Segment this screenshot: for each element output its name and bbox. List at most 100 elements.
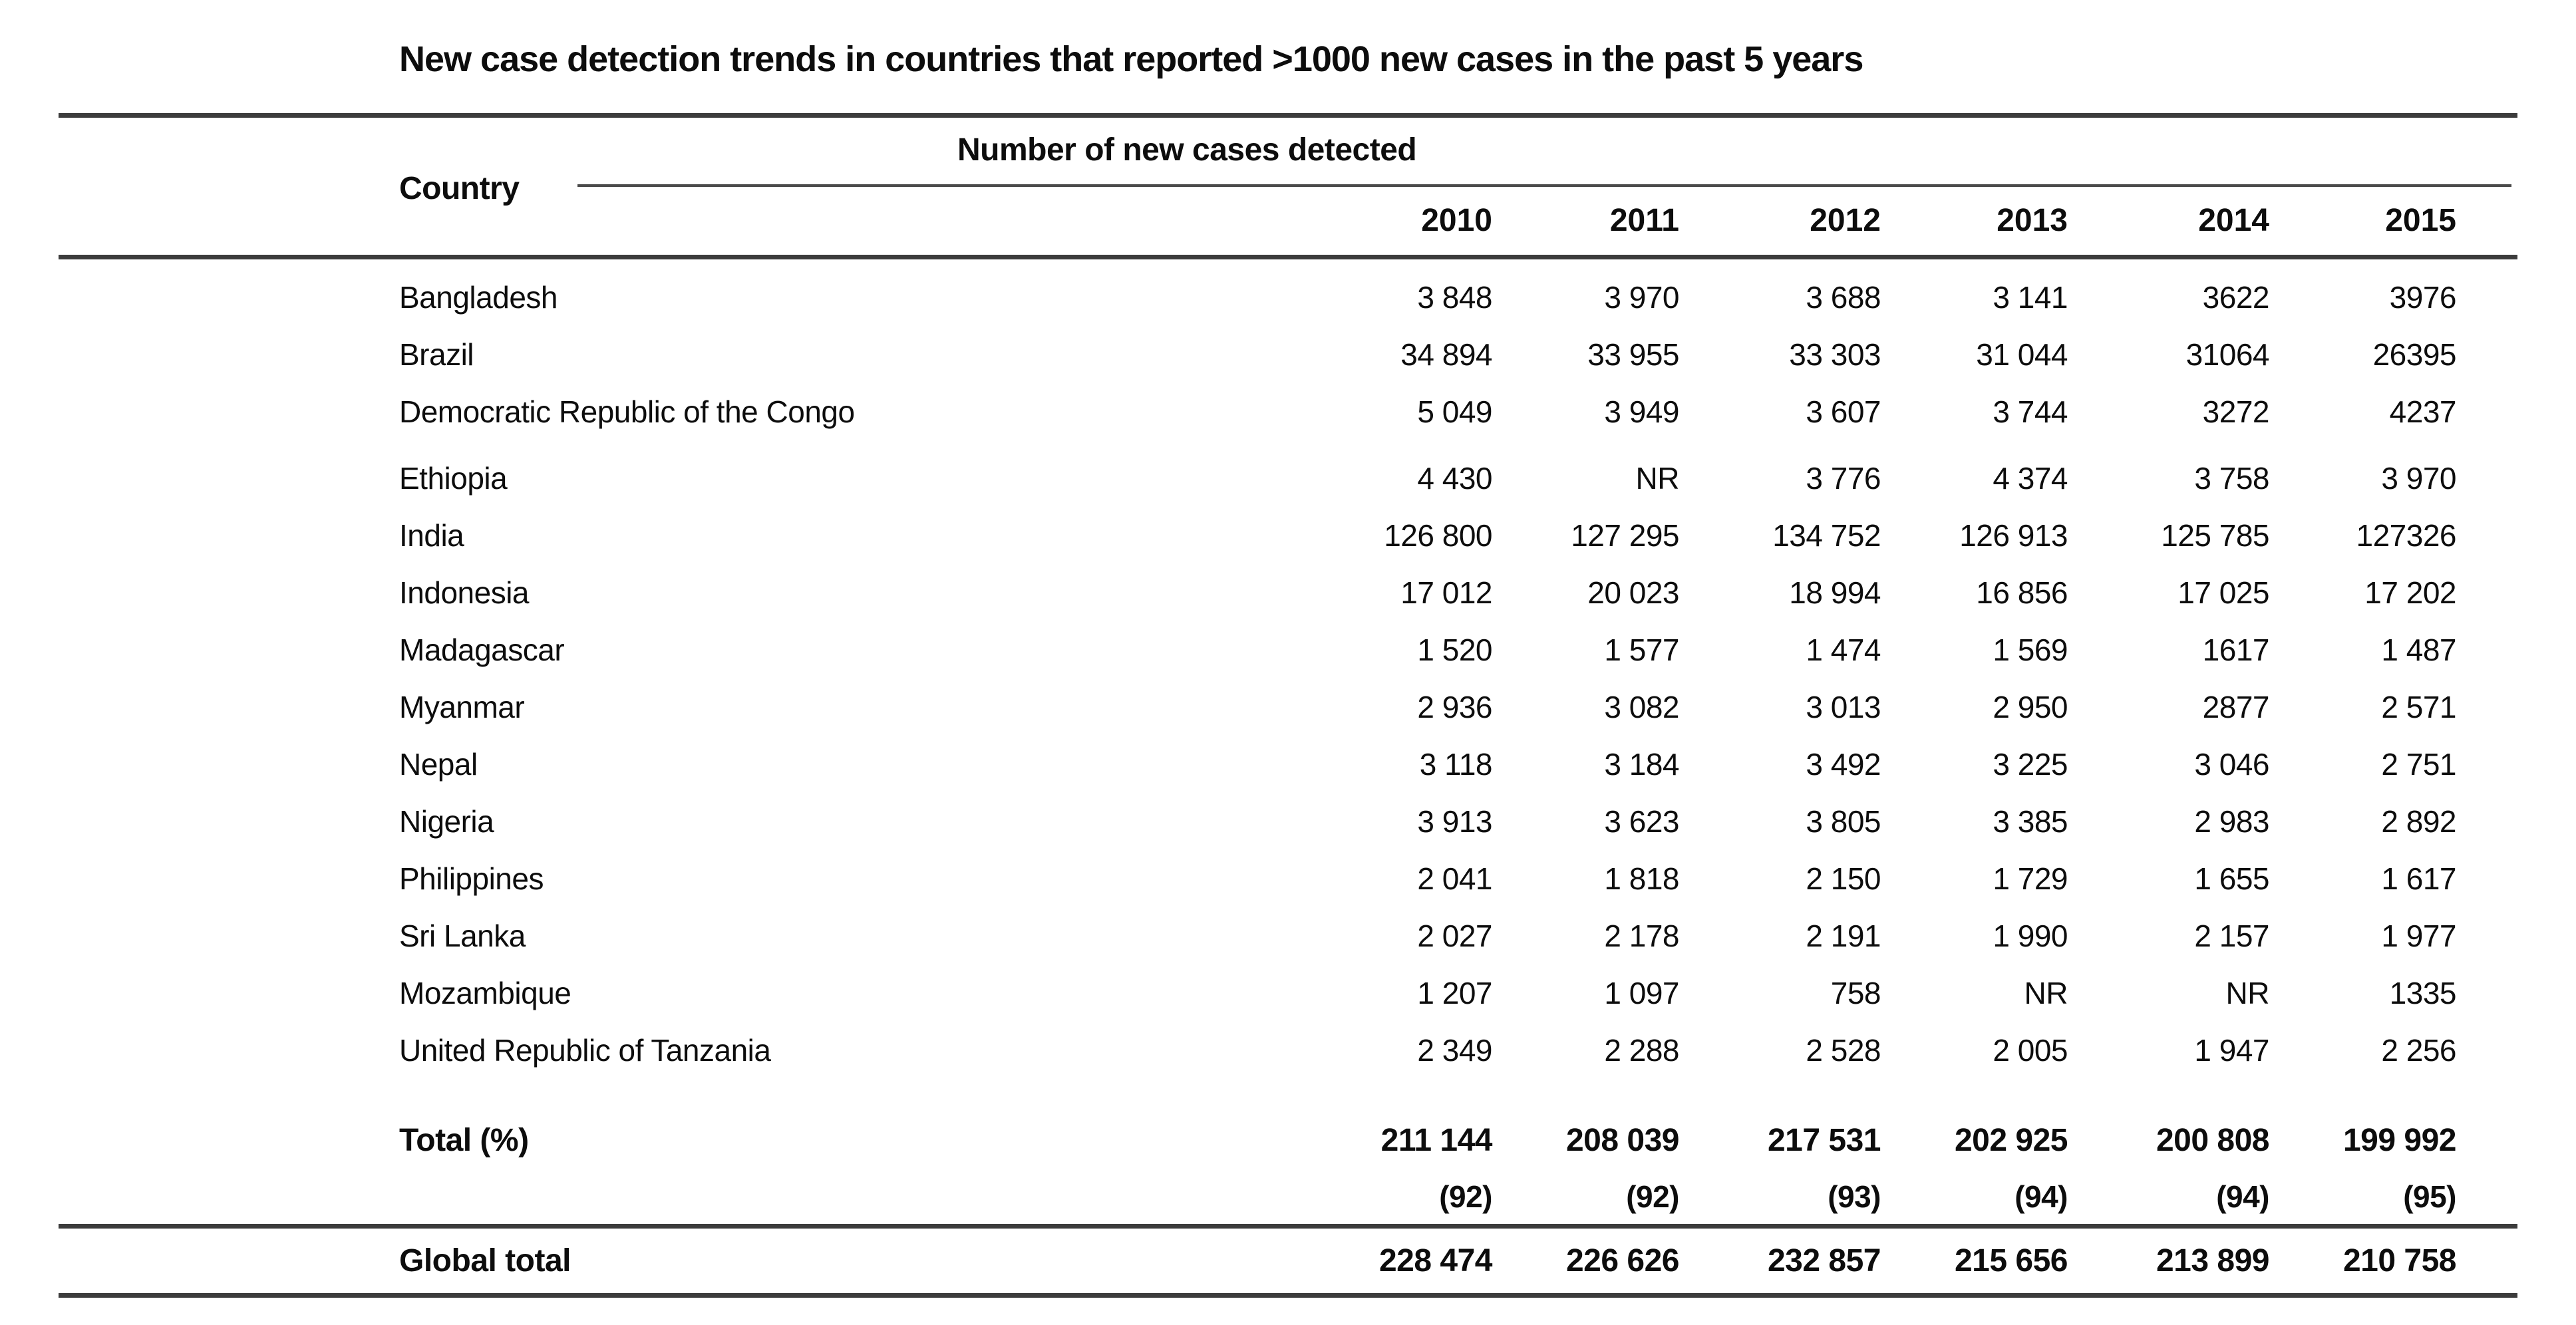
country-cell: Nigeria xyxy=(399,804,494,839)
country-rows: Bangladesh 3 848 3 970 3 688 3 141 3622 3976 Br… xyxy=(59,269,2517,1079)
table-row: Nigeria 3 913 3 623 3 805 3 385 2 983 2 892 xyxy=(59,793,2517,850)
value-cell: 33 303 xyxy=(1789,337,1881,372)
value-cell: 1 207 xyxy=(1417,976,1492,1010)
value-cell: 18 994 xyxy=(1789,575,1881,610)
horizontal-rule-thin xyxy=(577,184,2511,187)
value-cell: 4 430 xyxy=(1417,461,1492,496)
value-cell: 2 983 xyxy=(2194,804,2269,839)
year-header-2013: 2013 xyxy=(1997,203,2068,238)
table-body: Bangladesh 3 848 3 970 3 688 3 141 3622 3976 Br… xyxy=(59,259,2517,1298)
value-cell: 2 751 xyxy=(2381,747,2456,782)
global-total-row: Global total 228 474 226 626 232 857 215… xyxy=(59,1229,2517,1293)
value-cell: 1 729 xyxy=(1993,861,2068,896)
table-title: New case detection trends in countries t… xyxy=(399,39,1863,79)
value-cell: 31064 xyxy=(2185,337,2270,372)
value-cell: 2 041 xyxy=(1417,861,1492,896)
value-cell: 3 141 xyxy=(1993,280,2068,315)
total-row: Total (%) 211 144 208 039 217 531 202 92… xyxy=(59,1111,2517,1169)
global-cell-2013: 215 656 xyxy=(1954,1243,2068,1278)
value-cell: 3 385 xyxy=(1993,804,2068,839)
total-cell-2013: 202 925 xyxy=(1954,1122,2068,1158)
value-cell: 17 012 xyxy=(1400,575,1492,610)
value-cell: 2 178 xyxy=(1604,919,1679,953)
value-cell: 127326 xyxy=(2356,518,2457,553)
country-cell: Nepal xyxy=(399,747,478,782)
country-cell: Sri Lanka xyxy=(399,919,526,953)
country-cell: Ethiopia xyxy=(399,461,508,496)
value-cell: 3622 xyxy=(2202,280,2270,315)
value-cell: 1 474 xyxy=(1806,633,1881,667)
value-cell: 3 758 xyxy=(2194,461,2269,496)
value-cell: 3 913 xyxy=(1417,804,1492,839)
percent-cell-2010: (92) xyxy=(1439,1179,1492,1214)
value-cell: 125 785 xyxy=(2161,518,2269,553)
table-row: United Republic of Tanzania 2 349 2 288 2 5… xyxy=(59,1022,2517,1079)
group-gap xyxy=(59,440,2517,450)
value-cell: 2 950 xyxy=(1993,690,2068,724)
table-row: Sri Lanka 2 027 2 178 2 191 1 990 2 157 1 977 xyxy=(59,907,2517,964)
country-cell: Mozambique xyxy=(399,976,571,1010)
table-row: Ethiopia 4 430 NR 3 776 4 374 3 758 3 970 xyxy=(59,450,2517,507)
section-gap xyxy=(59,1079,2517,1111)
country-cell: Myanmar xyxy=(399,690,525,724)
value-cell: 2 256 xyxy=(2381,1033,2456,1068)
value-cell: 3 688 xyxy=(1806,280,1881,315)
country-column-header: Country xyxy=(399,171,520,206)
percent-cell-2015: (95) xyxy=(2403,1179,2456,1214)
value-cell: NR xyxy=(2024,976,2068,1010)
value-cell: 127 295 xyxy=(1571,518,1679,553)
value-cell: 1 655 xyxy=(2194,861,2269,896)
value-cell: 2 150 xyxy=(1806,861,1881,896)
country-cell: Brazil xyxy=(399,337,474,372)
value-cell: 3 013 xyxy=(1806,690,1881,724)
value-cell: 758 xyxy=(1830,976,1881,1010)
value-cell: 2 157 xyxy=(2194,919,2269,953)
country-cell: Philippines xyxy=(399,861,544,896)
year-header-2010: 2010 xyxy=(1421,203,1492,238)
global-total-label: Global total xyxy=(399,1243,571,1278)
percent-cell-2012: (93) xyxy=(1828,1179,1881,1214)
value-cell: NR xyxy=(1635,461,1680,496)
year-header-2011: 2011 xyxy=(1609,203,1679,238)
table-row: Democratic Republic of the Congo 5 049 3 9… xyxy=(59,383,2517,440)
total-label: Total (%) xyxy=(399,1122,529,1158)
value-cell: 3 623 xyxy=(1604,804,1679,839)
value-cell: 20 023 xyxy=(1587,575,1679,610)
country-cell: Indonesia xyxy=(399,575,530,610)
value-cell: 1 947 xyxy=(2194,1033,2269,1068)
value-cell: 2 571 xyxy=(2381,690,2456,724)
total-cell-2015: 199 992 xyxy=(2342,1122,2457,1158)
value-cell: 3 970 xyxy=(1604,280,1679,315)
value-cell: 1335 xyxy=(2389,976,2457,1010)
global-cell-2014: 213 899 xyxy=(2156,1243,2270,1278)
table-row: Nepal 3 118 3 184 3 492 3 225 3 046 2 751 xyxy=(59,736,2517,793)
value-cell: 1 990 xyxy=(1993,919,2068,953)
value-cell: 2 005 xyxy=(1993,1033,2068,1068)
value-cell: 3 970 xyxy=(2381,461,2456,496)
total-cell-2012: 217 531 xyxy=(1767,1122,1881,1158)
country-cell: United Republic of Tanzania xyxy=(399,1033,771,1068)
table-row: Mozambique 1 207 1 097 758 NR NR 1335 xyxy=(59,964,2517,1022)
year-header-2014: 2014 xyxy=(2198,203,2269,238)
country-cell: Bangladesh xyxy=(399,280,558,315)
table-row: Bangladesh 3 848 3 970 3 688 3 141 3622 3976 xyxy=(59,269,2517,326)
year-header-row: 2010 2011 2012 2013 2014 2015 xyxy=(59,205,2517,237)
horizontal-rule-top xyxy=(59,113,2517,118)
value-cell: 5 049 xyxy=(1417,394,1492,429)
value-cell: 17 202 xyxy=(2364,575,2456,610)
table-row: Myanmar 2 936 3 082 3 013 2 950 2877 2 571 xyxy=(59,678,2517,736)
value-cell: 3976 xyxy=(2389,280,2457,315)
value-cell: 1 577 xyxy=(1604,633,1679,667)
year-header-2012: 2012 xyxy=(1810,203,1881,238)
value-cell: 2877 xyxy=(2202,690,2270,724)
horizontal-rule-above-global xyxy=(59,1224,2517,1229)
table-row: Brazil 34 894 33 955 33 303 31 044 31064 26395 xyxy=(59,326,2517,383)
value-cell: 2 191 xyxy=(1806,919,1881,953)
value-cell: 3 082 xyxy=(1604,690,1679,724)
value-cell: 1 818 xyxy=(1604,861,1679,896)
value-cell: 4237 xyxy=(2389,394,2457,429)
value-cell: 3 949 xyxy=(1604,394,1679,429)
total-cell-2011: 208 039 xyxy=(1565,1122,1680,1158)
value-cell: 3272 xyxy=(2202,394,2270,429)
global-cell-2015: 210 758 xyxy=(2342,1243,2457,1278)
